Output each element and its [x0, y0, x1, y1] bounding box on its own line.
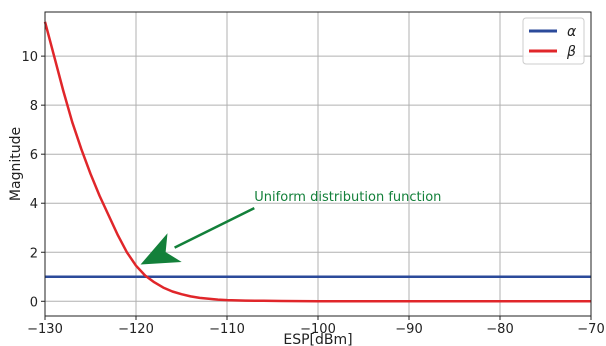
x-tick-label: −70	[577, 322, 604, 337]
annotation-arrow-head	[140, 233, 182, 265]
y-tick-label: 2	[30, 246, 38, 261]
annotation-label: Uniform distribution function	[254, 190, 441, 205]
grid	[44, 12, 592, 316]
x-axis-label: ESP[dBm]	[283, 332, 352, 346]
legend: αβ	[522, 17, 585, 65]
y-tick-label: 0	[30, 295, 38, 310]
annotation-group: Uniform distribution function	[140, 190, 441, 265]
x-tick-label: −130	[27, 322, 63, 337]
legend-label: β	[566, 44, 576, 60]
y-tick-label: 10	[21, 50, 38, 65]
series-line-beta	[43, 21, 591, 303]
y-tick-label: 8	[30, 99, 38, 114]
y-tick-label: 6	[30, 148, 38, 163]
y-axis-label: Magnitude	[8, 127, 24, 201]
annotation-arrow-shaft	[174, 207, 255, 249]
x-tick-label: −90	[395, 322, 422, 337]
series-group	[43, 21, 591, 303]
x-tick-label: −80	[486, 322, 513, 337]
y-tick-label: 4	[30, 197, 38, 212]
x-tick-label: −100	[300, 322, 336, 337]
x-tick-label: −110	[209, 322, 245, 337]
legend-label: α	[567, 24, 577, 40]
y-ticks: 0 2 4 6 8 10	[21, 50, 45, 310]
x-ticks: −130 −120 −110 −100 −90 −80 −70	[27, 316, 605, 337]
x-tick-label: −120	[118, 322, 154, 337]
